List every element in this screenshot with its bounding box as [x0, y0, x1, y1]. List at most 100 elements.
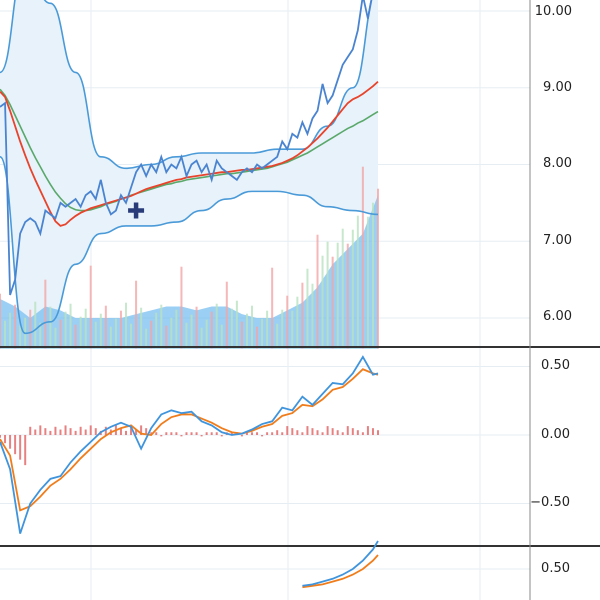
volume-bar	[251, 305, 253, 349]
volume-bar	[195, 306, 198, 349]
volume-bar	[306, 268, 309, 349]
volume-bar	[104, 305, 107, 349]
macd-histogram-bar	[351, 428, 354, 435]
volume-bar	[266, 310, 269, 349]
macd-histogram-bar	[377, 430, 379, 435]
macd-histogram-bar	[190, 432, 193, 435]
macd-histogram-bar	[311, 428, 314, 435]
volume-bar	[371, 202, 374, 349]
macd-histogram-bar	[84, 429, 87, 435]
volume-bar	[286, 295, 289, 349]
volume-bar	[99, 313, 102, 349]
macd-histogram-bar	[79, 426, 82, 435]
price-tick-label: 9.00	[543, 80, 572, 95]
macd-histogram-bar	[341, 432, 344, 435]
macd-histogram-bar	[301, 432, 304, 435]
macd-histogram-bar	[316, 430, 319, 435]
volume-area	[0, 195, 378, 349]
volume-bar	[160, 304, 163, 349]
macd-histogram-bar	[49, 430, 52, 435]
osc-tick-label: 0.50	[541, 561, 570, 576]
volume-bar	[271, 267, 274, 349]
volume-bar	[220, 324, 223, 349]
volume-bar	[377, 188, 379, 349]
volume-bar	[240, 321, 243, 349]
crosshair-cursor-icon	[128, 202, 145, 219]
macd-histogram-bar	[94, 428, 97, 435]
macd-histogram-bar	[245, 432, 248, 435]
slow-moving-average-line	[0, 88, 379, 212]
volume-bar	[356, 215, 359, 349]
macd-histogram-bar	[104, 426, 107, 435]
macd-histogram-bar	[251, 432, 253, 435]
volume-bar	[39, 322, 42, 349]
macd-histogram-bar	[130, 426, 133, 435]
macd-histogram-bar	[326, 426, 329, 435]
macd-histogram-bar	[266, 432, 269, 435]
volume-bar	[190, 314, 193, 349]
volume-bar	[256, 326, 259, 349]
volume-bar	[225, 281, 228, 349]
volume-bar	[69, 303, 72, 349]
volume-bar	[366, 216, 369, 349]
volume-bar	[130, 323, 133, 349]
macd-histogram-bar	[200, 435, 203, 437]
volume-bar	[316, 234, 319, 349]
oscillator-signal-line	[302, 554, 379, 589]
volume-bar	[19, 325, 22, 349]
volume-bar	[119, 310, 122, 349]
macd-histogram-bar	[321, 432, 324, 435]
volume-bar	[291, 310, 294, 349]
macd-histogram-bar	[160, 435, 163, 437]
volume-bar	[200, 327, 203, 349]
macd-histogram-bar	[24, 435, 27, 466]
volume-bar	[165, 325, 168, 349]
macd-histogram-bar	[291, 428, 294, 435]
macd-histogram-bar	[125, 430, 127, 435]
macd-tick-label: 0.00	[541, 427, 570, 442]
volume-bar	[125, 302, 127, 349]
volume-bar	[4, 320, 7, 349]
macd-histogram-bar	[54, 426, 57, 435]
volume-bar	[331, 256, 334, 349]
macd-histogram-bar	[271, 432, 274, 435]
macd-histogram-bar	[135, 429, 138, 435]
macd-histogram-bar	[306, 426, 309, 435]
volume-bar	[89, 265, 92, 349]
macd-histogram-bar	[34, 429, 37, 435]
bollinger-band-fill	[0, 0, 378, 334]
macd-histogram-bar	[195, 432, 198, 435]
macd-histogram-bar	[205, 432, 208, 435]
volume-bar	[74, 324, 77, 349]
macd-histogram-bar	[89, 425, 92, 435]
volume-bar	[79, 316, 82, 349]
volume-bar	[281, 309, 284, 349]
fast-moving-average-line	[0, 80, 379, 227]
volume-bar	[235, 300, 238, 349]
macd-histogram-bar	[29, 426, 32, 435]
macd-histogram-bar	[64, 425, 67, 435]
volume-bar	[311, 283, 314, 349]
volume-bar	[49, 306, 52, 349]
macd-histogram-bar	[150, 432, 153, 435]
macd-histogram-bar	[371, 428, 374, 435]
volume-bar	[94, 321, 97, 349]
volume-bar	[351, 229, 354, 349]
macd-histogram-bar	[240, 435, 243, 437]
volume-bar	[64, 311, 67, 349]
volume-bar	[109, 326, 112, 349]
volume-bar	[180, 266, 183, 349]
macd-histogram-bar	[220, 435, 223, 437]
macd-histogram-bar	[281, 432, 284, 435]
volume-bar	[145, 328, 148, 349]
macd-histogram-bar	[39, 425, 42, 435]
volume-bar	[59, 319, 62, 349]
macd-histogram-bar	[366, 426, 369, 435]
macd-histogram-bar	[4, 435, 7, 444]
macd-histogram-bar	[165, 432, 168, 435]
volume-bar	[301, 282, 304, 349]
macd-histogram-bar	[59, 429, 62, 435]
macd-histogram-bar	[361, 432, 364, 435]
